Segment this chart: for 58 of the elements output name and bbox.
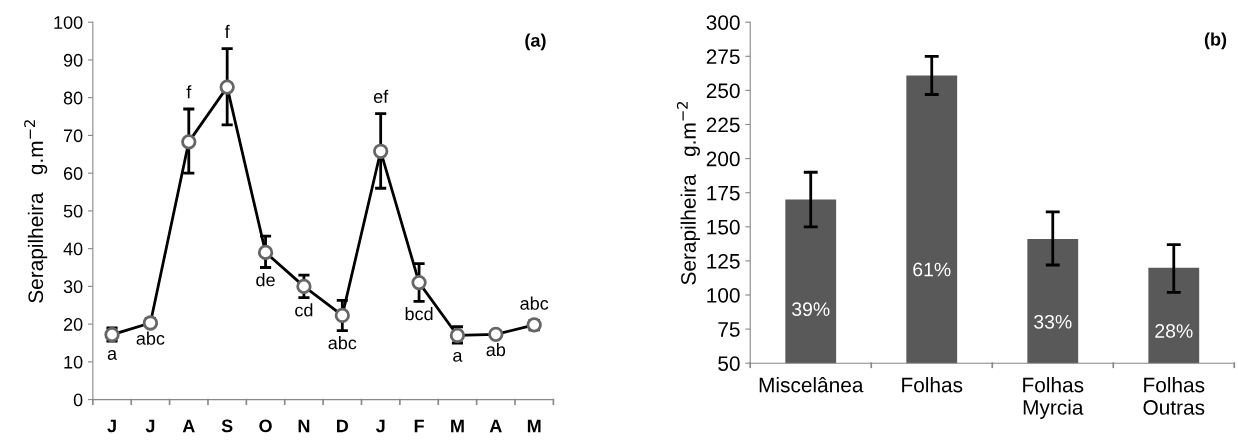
y-tick-label: 150 — [707, 219, 740, 235]
data-label: abc — [520, 296, 549, 310]
text: (a) — [525, 33, 546, 51]
data-label: a — [453, 351, 463, 362]
y-tick-label: 50 — [718, 356, 740, 371]
y-tick-label: 125 — [707, 253, 740, 269]
x-tick-label: J — [375, 419, 385, 433]
x-tick-label: M — [451, 419, 464, 433]
x-tick-label: Folhas — [902, 377, 963, 393]
data-label: f — [224, 24, 230, 38]
y-tick-label: 200 — [706, 151, 740, 167]
data-label: abc — [328, 336, 357, 350]
x-tick-label: D — [336, 419, 349, 433]
data-label: a — [107, 350, 118, 360]
x-tick-label: A — [489, 419, 502, 433]
data-label: bcd — [405, 307, 433, 321]
y-tick-label: 10 — [64, 355, 83, 369]
data-label: abc — [136, 331, 165, 345]
annotation: 28% — [1155, 324, 1193, 338]
data-label: de — [256, 273, 275, 287]
x-tick-label: F — [414, 419, 424, 433]
data-label: f — [186, 85, 192, 99]
x-tick-label: S — [221, 419, 233, 433]
data-label: ef — [373, 89, 389, 104]
y-tick-label: 60 — [63, 167, 83, 180]
y-tick-label: 225 — [706, 117, 740, 133]
x-tick-label: N — [298, 419, 310, 433]
annotation: 33% — [1034, 314, 1072, 329]
x-tick-label: M — [527, 419, 541, 433]
text: (b) — [1204, 32, 1227, 50]
y-tick-label: 30 — [63, 280, 83, 294]
y-tick-label: 90 — [63, 53, 83, 67]
y-tick-label: 80 — [63, 91, 83, 105]
y-tick-label: 20 — [63, 318, 83, 331]
y-tick-label: 0 — [73, 393, 83, 407]
x-tick-label: Folhas Outras — [1143, 377, 1205, 415]
x-tick-label: J — [145, 419, 155, 433]
y-tick-label: 50 — [63, 204, 83, 218]
y-tick-label: 250 — [706, 83, 740, 99]
y-tick-label: 100 — [54, 16, 83, 29]
y-tick-label: 75 — [718, 322, 740, 337]
y-tick-label: 70 — [63, 129, 83, 143]
annotation: 61% — [913, 262, 951, 277]
data-label: cd — [295, 303, 313, 317]
y-tick-label: 300 — [706, 15, 740, 30]
x-tick-label: A — [182, 419, 195, 433]
y-axis-title: Serapilheira g.m$^{−2}$ — [24, 120, 48, 303]
y-tick-label: 100 — [707, 287, 740, 303]
y-tick-label: 275 — [706, 49, 740, 65]
x-tick-label: O — [259, 419, 272, 433]
annotation: 39% — [792, 302, 830, 317]
data-label: ab — [486, 342, 506, 357]
y-tick-label: 40 — [63, 242, 83, 256]
y-tick-label: 175 — [707, 185, 740, 201]
y-axis-title: Serapilheira g.m$^{−2}$ — [676, 102, 700, 285]
x-tick-label: Miscelânea — [759, 377, 864, 393]
x-tick-label: J — [107, 419, 116, 433]
x-tick-label: Folhas Myrcia — [1023, 377, 1084, 419]
